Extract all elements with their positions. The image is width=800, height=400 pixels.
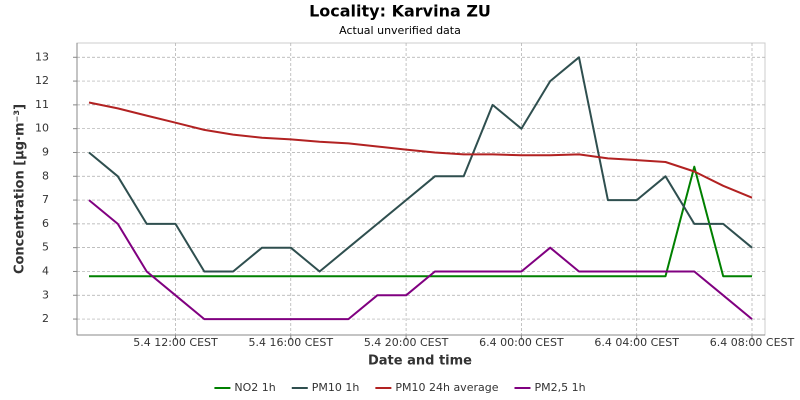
y-tick-label: 5: [42, 241, 49, 254]
x-tick-label: 5.4 16:00 CEST: [249, 336, 334, 349]
chart-subtitle: Actual unverified data: [339, 24, 461, 37]
legend-label: PM2,5 1h: [534, 381, 585, 394]
x-tick-label: 6.4 04:00 CEST: [594, 336, 679, 349]
y-tick-label: 9: [42, 145, 49, 158]
x-tick-label: 6.4 00:00 CEST: [479, 336, 564, 349]
legend-label: NO2 1h: [234, 381, 275, 394]
y-tick-label: 8: [42, 169, 49, 182]
x-tick-label: 5.4 20:00 CEST: [364, 336, 449, 349]
chart-title: Locality: Karvina ZU: [309, 2, 491, 21]
x-tick-label: 5.4 12:00 CEST: [133, 336, 218, 349]
y-tick-label: 3: [42, 288, 49, 301]
y-tick-label: 2: [42, 312, 49, 325]
y-tick-label: 12: [35, 74, 49, 87]
y-tick-label: 11: [35, 98, 49, 111]
series-line: [89, 165, 752, 278]
y-tick-label: 7: [42, 193, 49, 206]
y-tick-label: 4: [42, 264, 49, 277]
y-tick-label: 10: [35, 122, 49, 135]
y-axis-title: Concentration [µg·m⁻³]: [13, 104, 28, 274]
legend-label: PM10 24h average: [395, 381, 498, 394]
x-tick-label: 6.4 08:00 CEST: [710, 336, 795, 349]
series-line: [88, 101, 753, 199]
y-tick-label: 6: [42, 217, 49, 230]
y-tick-label: 13: [35, 50, 49, 63]
series-line: [88, 199, 753, 321]
series-line: [88, 56, 753, 273]
x-axis-title: Date and time: [368, 354, 472, 369]
legend-label: PM10 1h: [312, 381, 360, 394]
